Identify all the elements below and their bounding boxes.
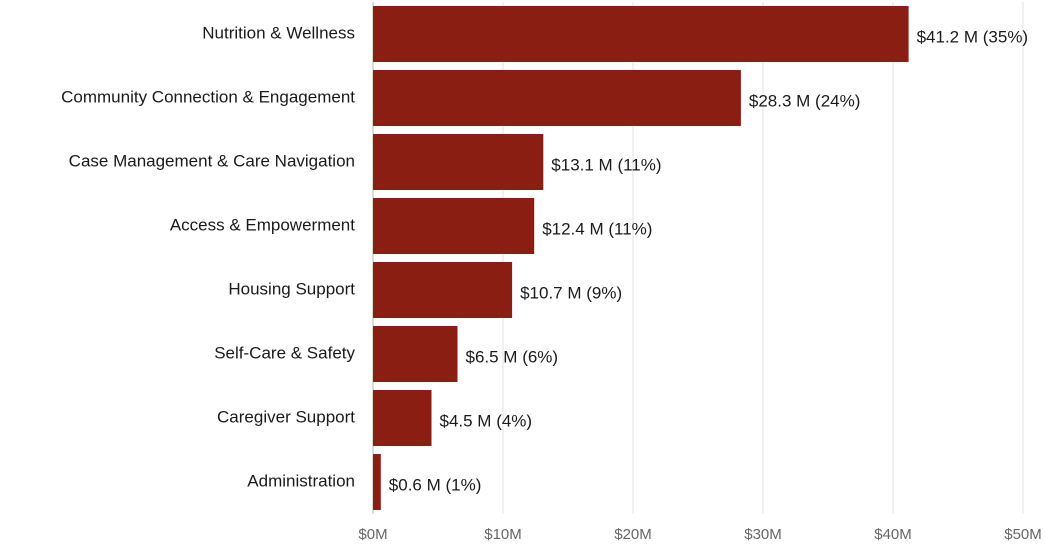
bar [373, 70, 741, 126]
y-tick-label: Caregiver Support [217, 407, 355, 426]
bar [373, 326, 458, 382]
value-label: $12.4 M (11%) [542, 219, 652, 238]
x-tick-label: $30M [744, 526, 782, 543]
bar [373, 390, 432, 446]
bar [373, 262, 513, 318]
y-tick-label: Case Management & Care Navigation [69, 151, 355, 170]
value-label: $28.3 M (24%) [749, 91, 861, 110]
y-tick-label: Administration [247, 471, 355, 490]
y-tick-label: Access & Empowerment [170, 215, 355, 234]
bar [373, 134, 544, 190]
y-tick-label: Nutrition & Wellness [202, 23, 355, 42]
value-label: $6.5 M (6%) [466, 347, 559, 366]
x-tick-label: $0M [358, 526, 387, 543]
value-label: $0.6 M (1%) [389, 475, 482, 494]
bar [373, 198, 535, 254]
y-tick-label: Housing Support [228, 279, 355, 298]
x-tick-label: $50M [1004, 526, 1042, 543]
value-label: $10.7 M (9%) [520, 283, 622, 302]
y-tick-label: Community Connection & Engagement [61, 87, 355, 106]
value-label: $41.2 M (35%) [917, 27, 1029, 46]
value-label: $4.5 M (4%) [440, 411, 533, 430]
x-tick-label: $20M [614, 526, 652, 543]
bar [373, 454, 381, 510]
x-tick-label: $40M [874, 526, 912, 543]
y-tick-label: Self-Care & Safety [214, 343, 355, 362]
x-tick-label: $10M [484, 526, 522, 543]
value-label: $13.1 M (11%) [551, 155, 661, 174]
bar [373, 6, 909, 62]
